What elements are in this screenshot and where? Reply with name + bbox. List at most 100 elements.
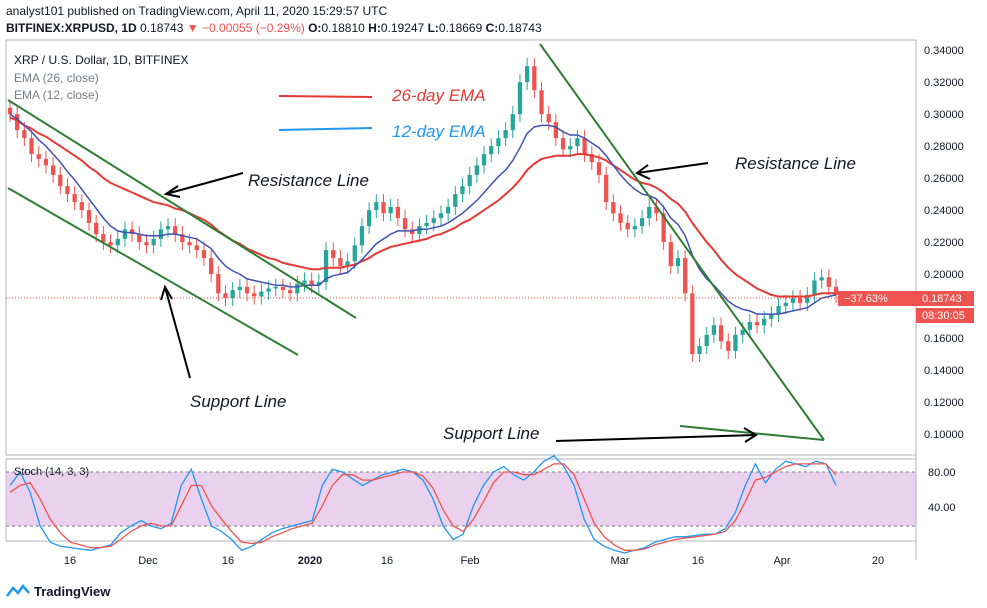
stoch-legend: Stoch (14, 3, 3) (14, 466, 89, 478)
price-badge-text: 0.18743 (922, 293, 962, 305)
candle-body (395, 206, 400, 219)
candle-body (525, 66, 530, 83)
candle-body (50, 165, 56, 175)
candle-body (546, 114, 551, 123)
arrow-support-right (555, 434, 757, 442)
countdown-badge (916, 308, 974, 323)
candle-body (833, 286, 839, 295)
candle-body (158, 229, 163, 239)
y-tick-label: 0.30000 (924, 109, 964, 121)
candle-body (115, 238, 120, 246)
candle-body (72, 194, 77, 203)
candle-body (690, 293, 695, 355)
x-tick-label: 20 (872, 555, 884, 567)
candle-body (331, 250, 336, 259)
footer-brand: TradingView (34, 583, 111, 599)
candle-body (819, 277, 824, 281)
candle-body (747, 322, 752, 331)
candle-body (654, 206, 659, 214)
candle-body (704, 334, 709, 347)
candle-body (194, 245, 199, 251)
ema12-annotation: 12-day EMA (392, 122, 486, 141)
candle-body (244, 286, 250, 294)
y-tick-label: 0.10000 (924, 429, 964, 441)
candles-group (7, 58, 839, 363)
arrow-head-resistance-right (635, 164, 651, 180)
candle-body (29, 138, 34, 155)
right-resistance-trendline (539, 43, 825, 441)
candle-body (604, 174, 609, 203)
ema12-legend-swatch (278, 127, 373, 131)
candle-body (611, 202, 616, 214)
candle-body (446, 206, 451, 214)
countdown-text: 08:30:05 (922, 310, 965, 322)
candle-body (338, 258, 343, 267)
x-tick-label: Dec (138, 555, 158, 567)
candle-body (639, 218, 645, 227)
candle-body (352, 245, 357, 262)
candle-body (805, 294, 810, 303)
candle-body (295, 283, 300, 294)
candle-body (165, 226, 171, 230)
candle-body (58, 174, 63, 187)
candle-body (560, 138, 566, 150)
candle-body (280, 286, 286, 291)
pct-badge-text: −37.63% (844, 293, 888, 305)
x-tick-label: Feb (461, 555, 480, 567)
candle-body (223, 293, 228, 299)
ohlc-line: BITFINEX:XRPUSD, 1D 0.18743 ▼ −0.00055 (… (6, 21, 542, 35)
x-tick-label: 16 (692, 555, 704, 567)
candle-body (489, 146, 494, 155)
candle-body (668, 242, 673, 267)
candle-body (266, 288, 271, 292)
ema26-annotation: 26-day EMA (391, 86, 486, 105)
candle-body (79, 202, 84, 211)
candle-body (187, 242, 192, 246)
candle-body (769, 314, 774, 319)
chart-title: XRP / U.S. Dollar, 1D, BITFINEX (14, 53, 189, 67)
candle-body (812, 280, 817, 295)
open-value: 0.18810 (321, 21, 365, 35)
candle-body (661, 213, 666, 243)
candle-body (65, 186, 70, 195)
x-tick-label: 2020 (298, 555, 322, 567)
support-left-annotation: Support Line (190, 392, 286, 411)
candle-body (7, 107, 13, 115)
candle-body (582, 138, 587, 155)
candle-body (625, 222, 630, 230)
x-tick-label: Mar (611, 555, 630, 567)
ema12-legend: EMA (12, close) (14, 88, 99, 102)
candle-body (144, 242, 149, 246)
ema26-line (9, 116, 836, 298)
stoch-band (6, 472, 916, 526)
y-tick-label: 0.12000 (924, 397, 964, 409)
candle-body (129, 229, 135, 235)
candle-body (345, 261, 350, 267)
down-arrow-icon: ▼ (186, 21, 199, 35)
candle-body (402, 218, 408, 230)
arrow-resistance-right (636, 162, 709, 174)
candle-body (568, 146, 573, 150)
candle-body (388, 206, 393, 214)
candle-body (201, 250, 207, 259)
candle-body (366, 210, 372, 227)
candle-body (754, 322, 760, 326)
candle-body (216, 274, 221, 294)
footer[interactable]: TradingView (6, 580, 110, 602)
price-axis: 0.34000 0.32000 0.30000 0.28000 0.26000 0.240… (924, 45, 964, 441)
candle-body (503, 130, 508, 139)
y-tick-label: 0.16000 (924, 333, 964, 345)
candle-body (36, 154, 41, 159)
candle-body (86, 210, 92, 223)
candle-body (438, 213, 444, 219)
x-tick-label: 16 (381, 555, 393, 567)
candle-body (711, 325, 717, 335)
close-value: 0.18743 (498, 21, 542, 35)
candle-body (101, 234, 106, 243)
y-tick-label: 0.14000 (924, 365, 964, 377)
arrow-head-support-right (743, 427, 758, 443)
candle-body (151, 238, 156, 246)
left-resistance-trendline (7, 99, 357, 319)
candle-body (481, 154, 487, 166)
